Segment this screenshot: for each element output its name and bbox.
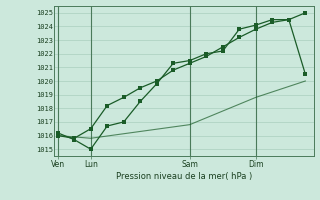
X-axis label: Pression niveau de la mer( hPa ): Pression niveau de la mer( hPa ) (116, 172, 252, 181)
